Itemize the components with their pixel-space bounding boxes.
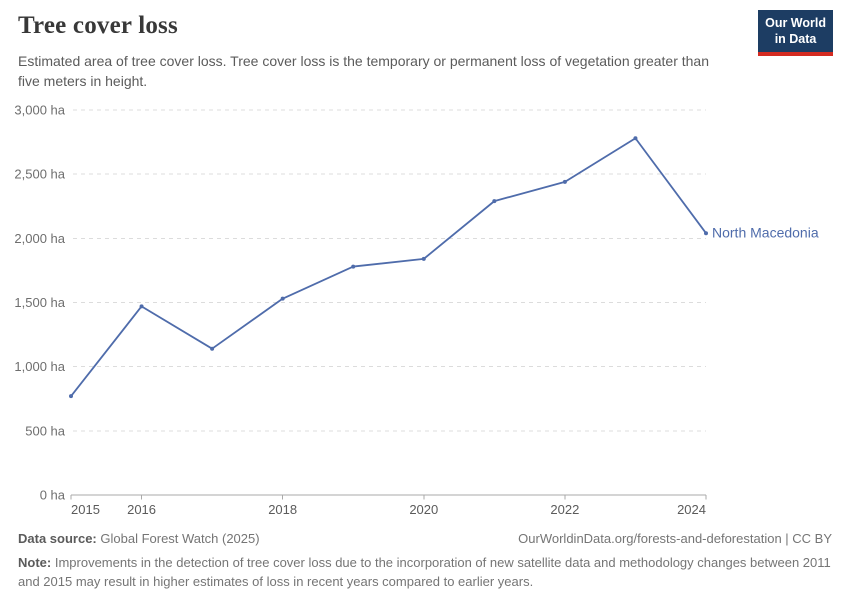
data-point[interactable] <box>492 199 497 204</box>
data-point[interactable] <box>210 346 215 351</box>
data-point[interactable] <box>704 231 708 236</box>
note-row: Note: Improvements in the detection of t… <box>18 554 832 592</box>
x-axis-label: 2020 <box>409 502 438 517</box>
x-axis-label: 2024 <box>677 502 706 517</box>
owid-logo-line2: in Data <box>774 32 817 47</box>
data-source-value: Global Forest Watch (2025) <box>100 531 260 546</box>
y-axis-label: 2,000 ha <box>14 231 65 246</box>
data-point[interactable] <box>280 296 285 301</box>
owid-logo-line1: Our World <box>765 16 826 30</box>
data-point[interactable] <box>139 304 144 309</box>
page-title: Tree cover loss <box>18 12 178 39</box>
entity-label[interactable]: North Macedonia <box>712 225 819 241</box>
owid-logo[interactable]: Our World in Data <box>758 10 833 56</box>
data-point[interactable] <box>562 179 567 184</box>
y-axis-label: 1,500 ha <box>14 295 65 310</box>
data-point[interactable] <box>69 394 73 399</box>
x-axis-label: 2016 <box>127 502 156 517</box>
chart-subtitle: Estimated area of tree cover loss. Tree … <box>18 53 710 89</box>
x-axis-label: 2022 <box>550 502 579 517</box>
chart-footer: Data source: Global Forest Watch (2025) … <box>18 530 832 592</box>
x-axis-label: 2015 <box>71 502 100 517</box>
y-axis-label: 3,000 ha <box>14 103 65 118</box>
data-source: Data source: Global Forest Watch (2025) <box>18 530 260 549</box>
note-text: Improvements in the detection of tree co… <box>18 554 831 589</box>
chart-svg[interactable]: 0 ha 500 ha 1,000 ha 1,500 ha 2,000 ha 2,500 … <box>0 95 850 530</box>
y-axis-label: 500 ha <box>25 423 66 438</box>
y-axis-label: 1,000 ha <box>14 359 65 374</box>
series-line[interactable] <box>70 137 707 397</box>
x-axis-label: 2018 <box>268 502 297 517</box>
source-row: Data source: Global Forest Watch (2025) … <box>18 530 832 549</box>
data-point[interactable] <box>633 136 638 141</box>
owid-url-link[interactable]: OurWorldinData.org/forests-and-deforesta… <box>518 531 832 546</box>
note-label: Note: <box>18 554 52 570</box>
y-axis-label: 2,500 ha <box>14 167 65 182</box>
data-point[interactable] <box>351 264 356 269</box>
data-source-label: Data source: <box>18 531 97 546</box>
y-axis-label: 0 ha <box>40 488 66 503</box>
data-point[interactable] <box>421 256 426 261</box>
